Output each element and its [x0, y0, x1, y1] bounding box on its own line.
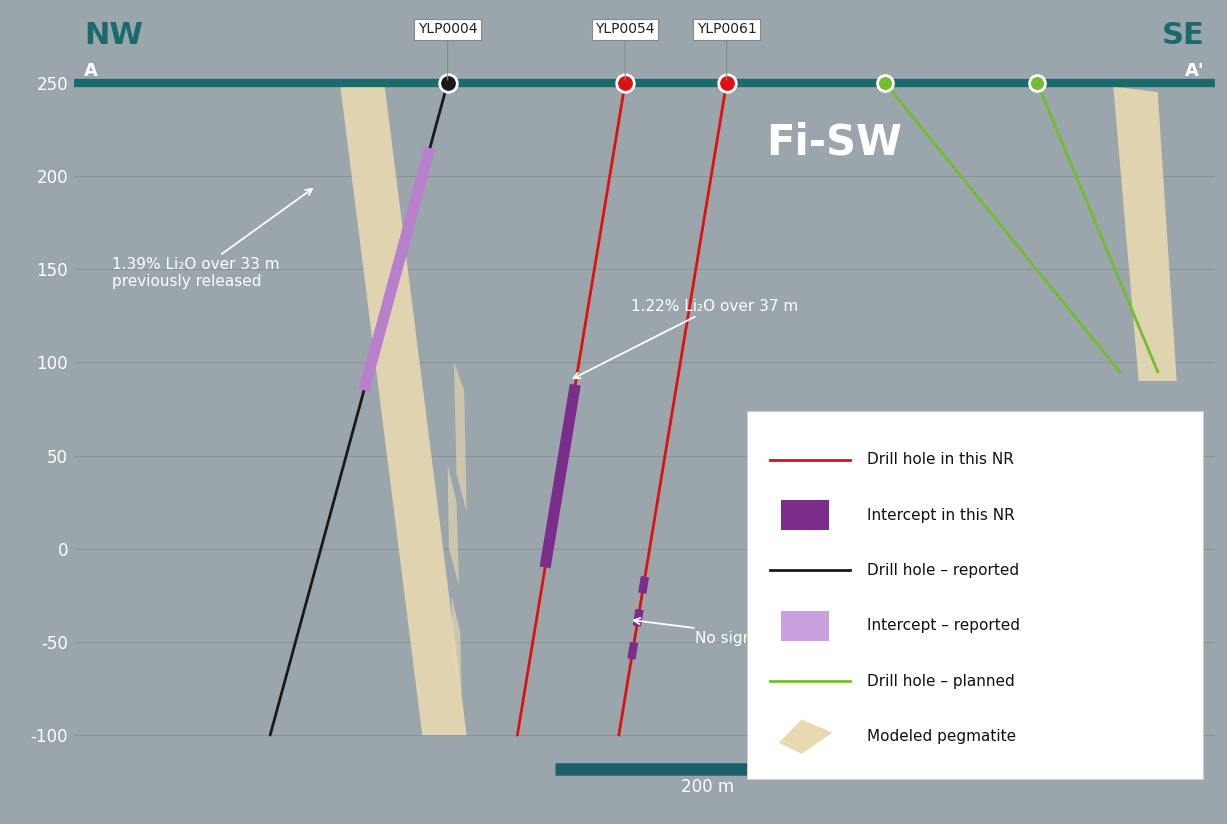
Point	[616, 76, 636, 89]
Point	[67, 543, 82, 553]
Polygon shape	[454, 363, 466, 512]
Polygon shape	[448, 465, 459, 586]
Point	[67, 544, 82, 554]
Text: Drill hole – planned: Drill hole – planned	[866, 674, 1015, 689]
Polygon shape	[779, 719, 832, 754]
Text: A: A	[83, 63, 98, 80]
Text: A': A'	[1185, 63, 1205, 80]
Point	[875, 76, 894, 89]
Text: Modeled pegmatite: Modeled pegmatite	[866, 729, 1016, 744]
Point	[67, 543, 82, 553]
Text: 1.22% Li₂O over 37 m: 1.22% Li₂O over 37 m	[573, 299, 799, 378]
Text: YLP0054: YLP0054	[595, 22, 655, 80]
Point	[67, 543, 82, 553]
FancyBboxPatch shape	[782, 611, 829, 641]
Text: NW: NW	[83, 21, 142, 50]
Text: 1.39% Li₂O over 33 m
previously released: 1.39% Li₂O over 33 m previously released	[112, 189, 312, 289]
Polygon shape	[340, 82, 466, 735]
FancyBboxPatch shape	[782, 500, 829, 530]
Text: Intercept in this NR: Intercept in this NR	[866, 508, 1015, 522]
Point	[717, 76, 736, 89]
Text: 200 m: 200 m	[681, 778, 734, 796]
Text: Intercept – reported: Intercept – reported	[866, 618, 1020, 634]
Text: Fi-SW: Fi-SW	[767, 121, 902, 163]
Polygon shape	[1113, 87, 1177, 381]
Text: Drill hole – reported: Drill hole – reported	[866, 563, 1018, 578]
Point	[67, 543, 82, 553]
Text: YLP0061: YLP0061	[697, 22, 757, 80]
FancyBboxPatch shape	[747, 411, 1204, 780]
Point	[1027, 76, 1047, 89]
Text: Drill hole in this NR: Drill hole in this NR	[866, 452, 1014, 467]
Text: YLP0004: YLP0004	[418, 22, 477, 80]
Point	[67, 544, 82, 554]
Polygon shape	[452, 595, 461, 698]
Text: SE: SE	[1162, 21, 1205, 50]
Point	[438, 76, 458, 89]
Text: No significant results: No significant results	[634, 618, 855, 646]
